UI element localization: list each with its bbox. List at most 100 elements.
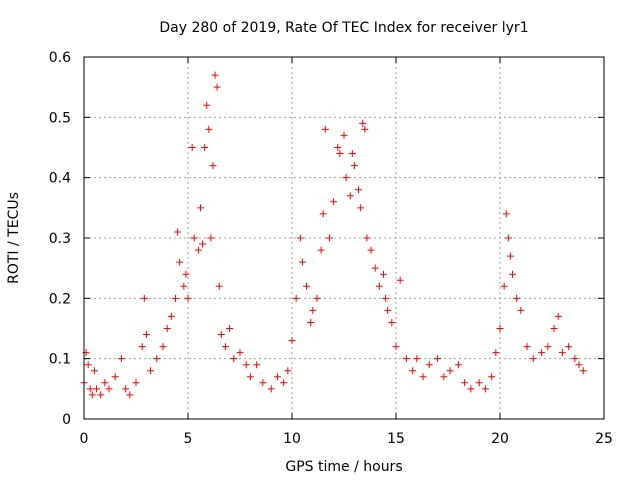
data-point (440, 373, 448, 381)
x-tick-label: 25 (595, 431, 613, 447)
x-axis-label: GPS time / hours (285, 459, 402, 475)
data-point (454, 361, 462, 369)
data-point (367, 246, 375, 254)
data-point (201, 144, 209, 151)
data-point (504, 234, 512, 242)
data-point (575, 361, 583, 369)
data-point (321, 125, 329, 133)
data-point (221, 343, 229, 351)
data-point (142, 331, 150, 339)
data-point (126, 391, 134, 399)
data-point (303, 282, 311, 290)
data-point (90, 367, 98, 375)
data-point (313, 294, 321, 302)
data-point (188, 144, 196, 151)
data-point (259, 379, 267, 387)
data-point (296, 234, 304, 242)
data-point (309, 306, 317, 314)
data-point (481, 385, 489, 393)
x-tick-label: 20 (491, 431, 509, 447)
data-point (215, 282, 223, 290)
data-point (396, 276, 404, 284)
data-point (207, 234, 215, 242)
data-point (307, 318, 315, 326)
data-point (334, 144, 342, 151)
data-point (159, 343, 167, 351)
x-tick-label: 10 (283, 431, 301, 447)
data-point (298, 258, 306, 266)
data-point (209, 162, 217, 170)
data-point (446, 367, 454, 375)
chart-title: Day 280 of 2019, Rate Of TEC Index for r… (159, 20, 528, 36)
data-point (508, 270, 516, 278)
data-point (513, 294, 521, 302)
data-point (413, 355, 421, 363)
y-tick-label: 0 (62, 412, 71, 428)
data-point (153, 355, 161, 363)
data-point (475, 379, 483, 387)
plot-frame (83, 56, 605, 420)
data-point (461, 379, 469, 387)
x-tick-label: 15 (387, 431, 405, 447)
data-point (363, 234, 371, 242)
data-point (122, 385, 130, 393)
data-point (517, 306, 525, 314)
y-tick-label: 0.4 (49, 171, 71, 187)
data-point (355, 186, 363, 194)
data-point (388, 318, 396, 326)
data-point (425, 361, 433, 369)
data-point (330, 198, 338, 206)
data-point (434, 355, 442, 363)
data-point (317, 246, 325, 254)
data-point (384, 306, 392, 314)
data-point (174, 228, 182, 236)
data-point (180, 282, 188, 290)
y-tick-label: 0.1 (49, 352, 71, 368)
data-point (176, 258, 184, 266)
data-point (172, 294, 180, 302)
data-point (380, 270, 388, 278)
data-point (502, 210, 510, 218)
data-point (402, 355, 410, 363)
data-point (226, 325, 234, 332)
y-tick-label: 0.3 (49, 231, 71, 247)
data-point (167, 312, 175, 320)
data-point (184, 294, 192, 302)
data-point (163, 325, 171, 332)
data-point (467, 385, 475, 393)
data-point (579, 367, 587, 375)
data-point (506, 252, 514, 260)
data-point (84, 361, 92, 369)
data-point (371, 264, 379, 272)
data-point (340, 131, 348, 139)
data-point (105, 385, 113, 393)
data-point (196, 204, 204, 212)
data-point (213, 83, 221, 91)
data-point (375, 282, 383, 290)
y-tick-label: 0.6 (49, 50, 71, 66)
data-point (409, 367, 417, 375)
data-point (242, 361, 250, 369)
data-point (488, 373, 496, 381)
grid-lines (84, 57, 604, 419)
data-point (565, 343, 573, 351)
data-point (199, 240, 207, 248)
data-point (523, 343, 531, 351)
data-point (336, 150, 344, 158)
data-point (246, 373, 254, 381)
data-point (346, 192, 354, 200)
data-point (101, 379, 109, 387)
data-point (348, 150, 356, 158)
data-point (236, 349, 244, 357)
data-point (554, 312, 562, 320)
y-tick-label: 0.2 (49, 291, 71, 307)
data-point (111, 373, 119, 381)
data-point (357, 204, 365, 212)
data-point (544, 343, 552, 351)
y-tick-label: 0.5 (49, 110, 71, 126)
data-point (182, 270, 190, 278)
data-point (280, 379, 288, 387)
y-axis-label: ROTI / TECUs (6, 192, 22, 284)
data-point (292, 294, 300, 302)
data-point (205, 125, 213, 133)
